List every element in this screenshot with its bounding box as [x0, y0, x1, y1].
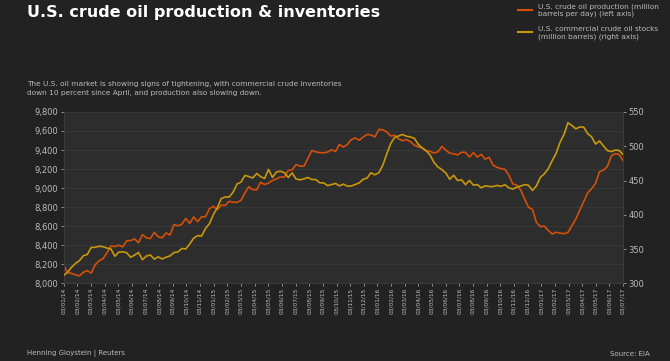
Text: The U.S. oil market is showing signs of tightening, with commercial crude invent: The U.S. oil market is showing signs of … — [27, 81, 341, 96]
Legend: U.S. crude oil production (million
barrels per day) (left axis), U.S. commercial: U.S. crude oil production (million barre… — [517, 2, 660, 41]
Text: U.S. crude oil production & inventories: U.S. crude oil production & inventories — [27, 5, 380, 21]
Text: Henning Gloystein | Reuters: Henning Gloystein | Reuters — [27, 351, 125, 357]
Text: Source: EIA: Source: EIA — [610, 351, 650, 357]
